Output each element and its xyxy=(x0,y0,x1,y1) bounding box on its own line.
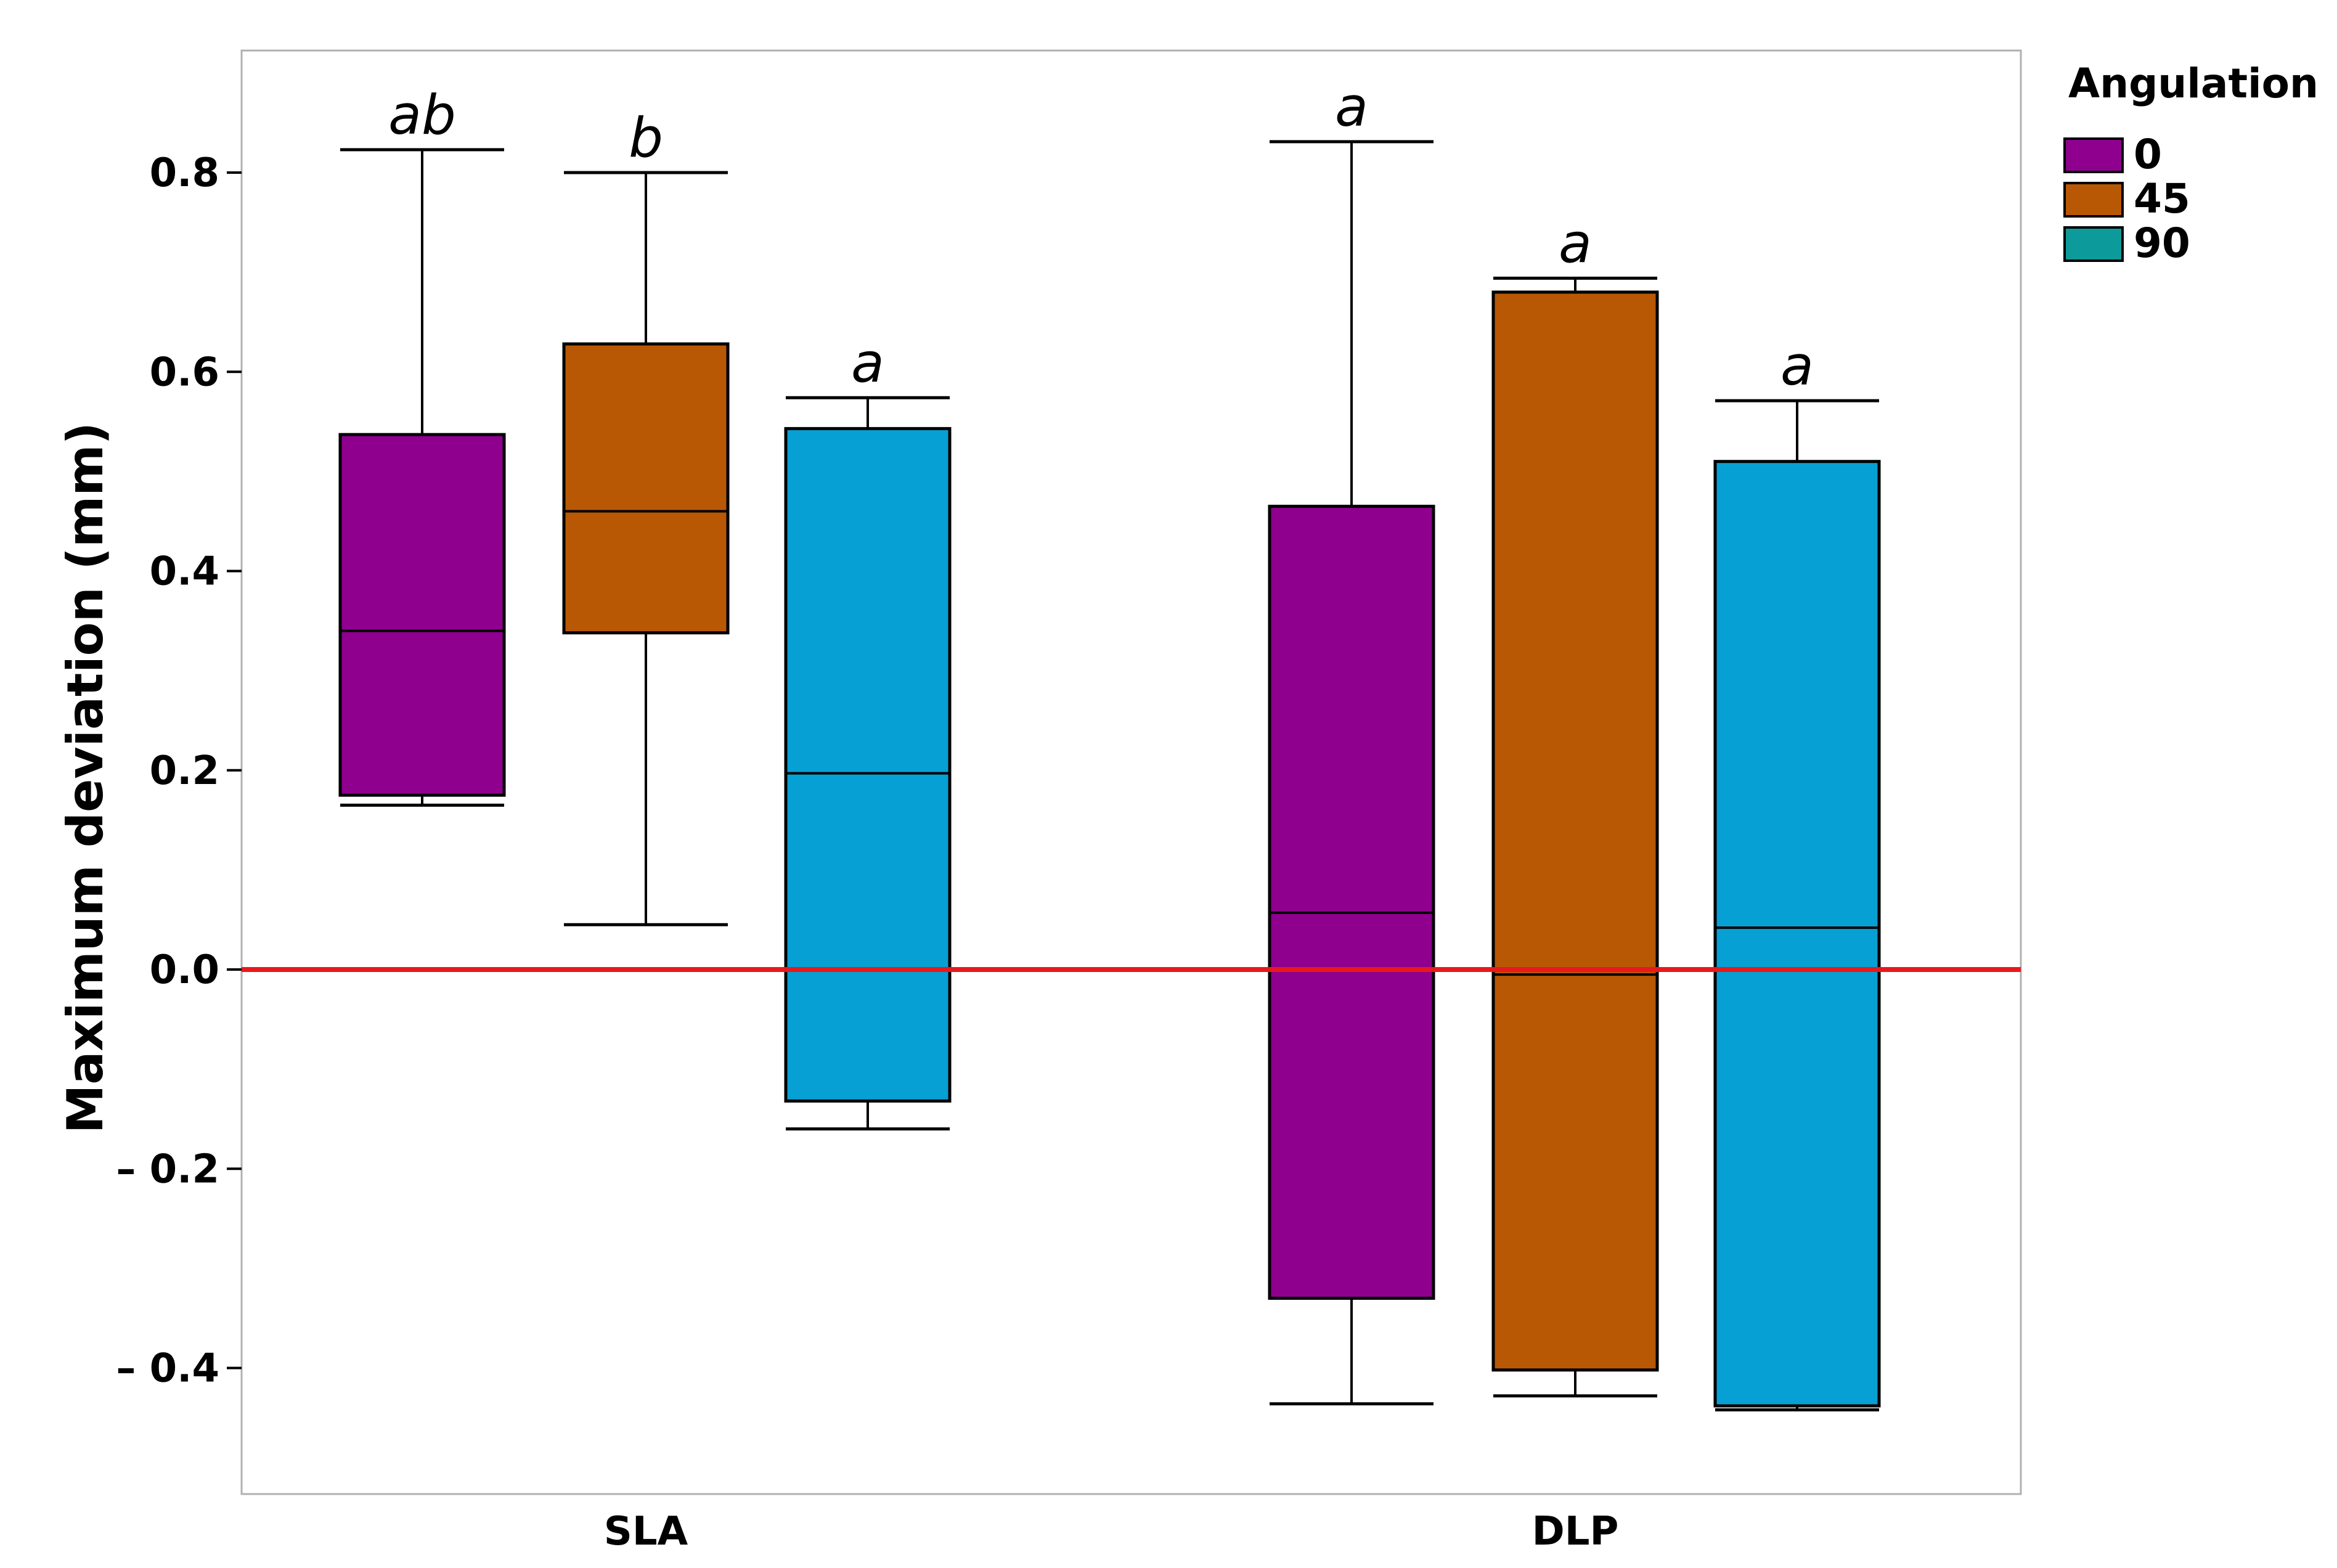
iqr-box xyxy=(1268,504,1435,1300)
legend-swatch xyxy=(2063,226,2124,262)
iqr-box xyxy=(1491,290,1659,1372)
iqr-box xyxy=(784,427,952,1103)
x-axis: SLA DLP xyxy=(604,1509,1619,1554)
y-tick-label: – 0.2 xyxy=(116,1146,219,1192)
y-tick-label: 0.2 xyxy=(150,748,219,794)
legend-swatch xyxy=(2063,137,2124,173)
significance-letter: a xyxy=(851,331,884,394)
significance-letter: ab xyxy=(388,83,456,147)
box-dlp-45 xyxy=(1491,276,1659,1398)
iqr-box xyxy=(562,342,730,635)
y-tick-label: 0.6 xyxy=(150,349,219,395)
y-axis-title: Maximum deviation (mm) xyxy=(57,422,114,1134)
box-sla-0 xyxy=(338,148,506,807)
y-tick-label: 0.0 xyxy=(150,947,219,993)
legend-label: 90 xyxy=(2134,219,2190,267)
legend-label: 45 xyxy=(2134,175,2190,223)
box-dlp-90 xyxy=(1713,399,1881,1411)
y-axis: 0.8 0.6 0.4 0.2 0.0 – 0.2 – 0.4 xyxy=(116,150,242,1392)
legend-label: 0 xyxy=(2134,131,2162,178)
y-tick-label: 0.8 xyxy=(150,150,219,196)
significance-letter: a xyxy=(1559,211,1592,275)
box-sla-90 xyxy=(784,396,952,1131)
boxes-layer xyxy=(338,140,1881,1411)
significance-letter: b xyxy=(629,106,663,169)
box-sla-45 xyxy=(562,171,730,926)
significance-letter: a xyxy=(1780,334,1814,398)
legend-swatch xyxy=(2063,182,2124,218)
iqr-box xyxy=(1713,460,1881,1408)
y-tick-label: – 0.4 xyxy=(116,1346,219,1392)
significance-letter: a xyxy=(1335,75,1368,139)
legend-title: Angulation xyxy=(2068,60,2319,107)
iqr-box xyxy=(338,433,506,797)
plot-frame xyxy=(240,49,2022,1495)
x-category-label: DLP xyxy=(1532,1509,1619,1554)
x-category-label: SLA xyxy=(604,1509,688,1554)
box-dlp-0 xyxy=(1268,140,1435,1406)
y-tick-label: 0.4 xyxy=(150,549,219,595)
